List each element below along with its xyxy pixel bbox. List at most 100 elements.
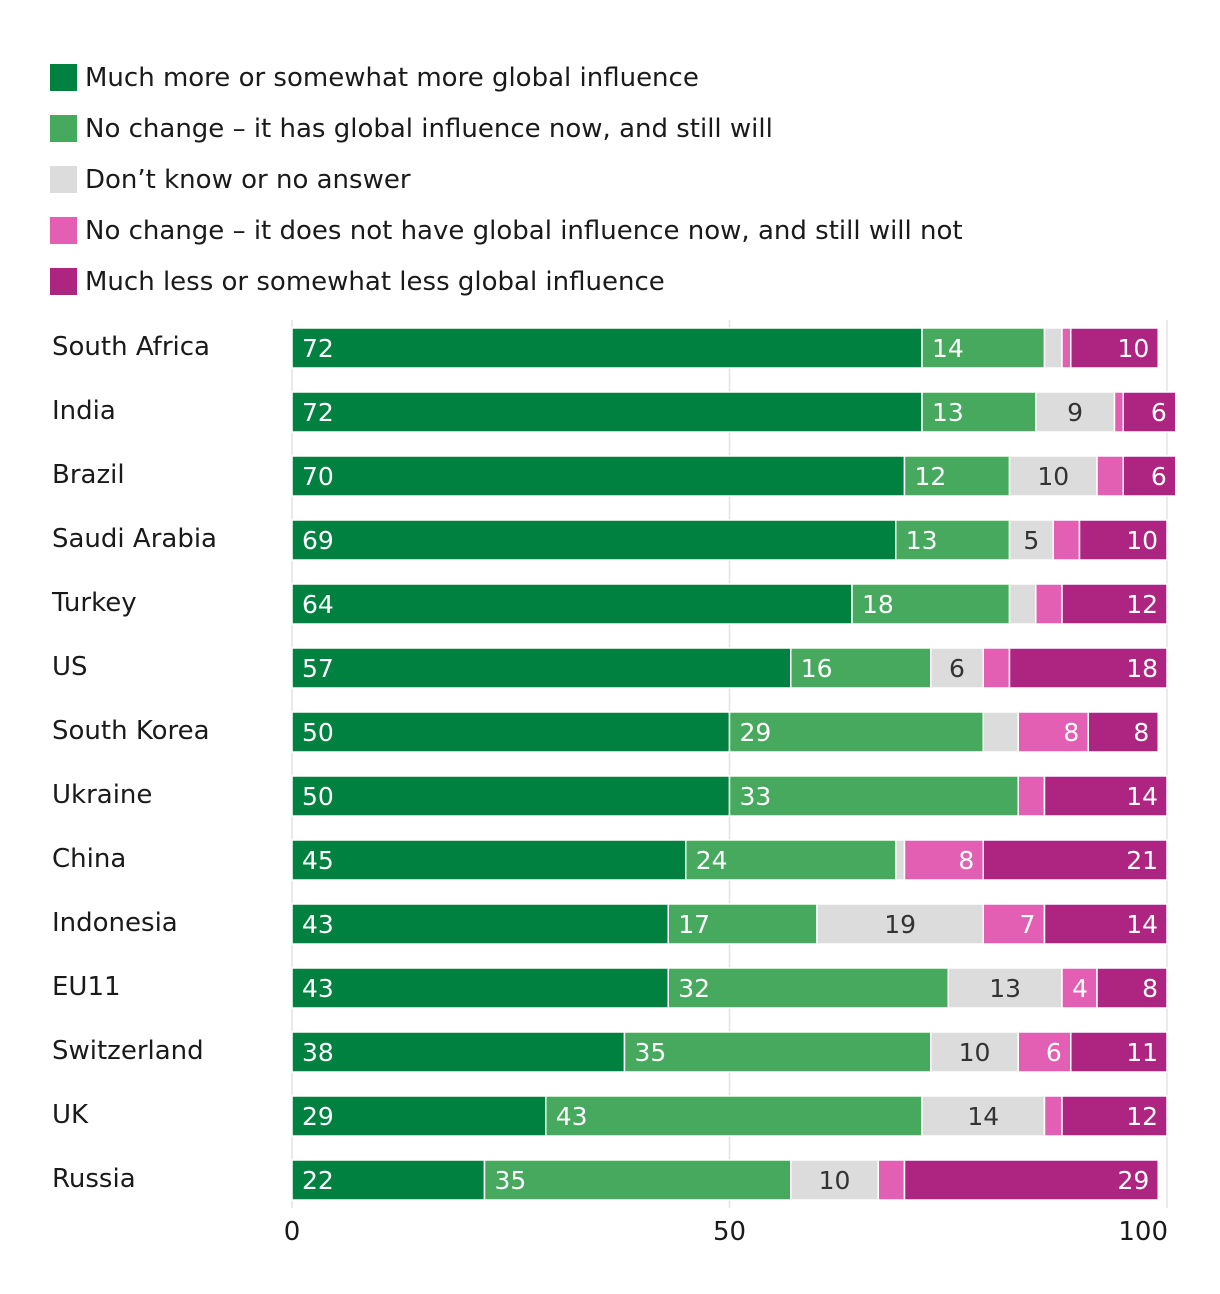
- data-label: 29: [1117, 1166, 1149, 1195]
- x-tick-label: 50: [713, 1217, 746, 1247]
- data-label: 7: [1020, 910, 1036, 939]
- data-label: 70: [302, 462, 334, 491]
- legend-swatch: [50, 217, 77, 244]
- category-label: Saudi Arabia: [52, 524, 217, 554]
- bar-segment: [685, 839, 897, 881]
- bar-segment: [930, 647, 984, 689]
- data-label: 18: [862, 590, 894, 619]
- bar-segment: [1017, 775, 1046, 817]
- category-labels: South Africa India Brazil Saudi Arabia Turke…: [51, 332, 217, 1194]
- category-label: Ukraine: [52, 780, 152, 810]
- category-label: Turkey: [51, 588, 137, 618]
- data-label: 35: [495, 1166, 527, 1195]
- bar-segment: [982, 711, 1019, 753]
- data-label: 22: [302, 1166, 334, 1195]
- category-label: South Africa: [52, 332, 210, 362]
- bar-segment: [291, 455, 906, 497]
- bar-segment: [291, 839, 687, 881]
- data-label: 13: [989, 974, 1021, 1003]
- bar-segment: [982, 647, 1011, 689]
- legend-swatch: [50, 268, 77, 295]
- data-label: 12: [915, 462, 947, 491]
- data-label: 29: [302, 1102, 334, 1131]
- data-label: 38: [302, 1038, 334, 1067]
- bar-segment: [483, 1159, 792, 1201]
- data-label: 35: [635, 1038, 667, 1067]
- legend-item: No change – it has global influence now,…: [50, 103, 963, 154]
- bar-row: 38 35 10 6 11: [291, 1031, 1168, 1073]
- bar-segment: [1087, 711, 1159, 753]
- data-label: 5: [1023, 526, 1039, 555]
- bar-segment: [291, 391, 923, 433]
- bar-row: 22 35 10 29: [291, 1159, 1159, 1201]
- category-label: Russia: [52, 1164, 136, 1194]
- data-label: 14: [1126, 910, 1158, 939]
- data-label: 69: [302, 526, 334, 555]
- legend-swatch: [50, 166, 77, 193]
- data-label: 10: [819, 1166, 851, 1195]
- bar-segment: [1043, 775, 1168, 817]
- data-label: 43: [302, 910, 334, 939]
- category-label: UK: [52, 1100, 89, 1130]
- data-label: 43: [302, 974, 334, 1003]
- bar-segment: [1113, 391, 1124, 433]
- bar-row: 50 33 14: [291, 775, 1168, 817]
- data-label: 21: [1126, 846, 1158, 875]
- bar-segment: [667, 903, 818, 945]
- bar-segment: [291, 711, 731, 753]
- bar-segment: [790, 1159, 879, 1201]
- bar-segment: [291, 1031, 626, 1073]
- legend-item: Much more or somewhat more global influe…: [50, 52, 963, 103]
- bar-segment: [1008, 583, 1037, 625]
- bar-segment: [816, 903, 984, 945]
- bar-segment: [1096, 455, 1124, 497]
- bar-segment: [1070, 327, 1159, 369]
- legend-item: Don’t know or no answer: [50, 154, 963, 205]
- bar-segment: [895, 519, 1011, 561]
- data-label: 6: [1151, 398, 1167, 427]
- x-tick-label: 0: [284, 1217, 301, 1247]
- data-label: 13: [906, 526, 938, 555]
- bar-segment: [851, 583, 1011, 625]
- bar-segment: [921, 391, 1037, 433]
- data-label: 11: [1126, 1038, 1158, 1067]
- bar-segment: [1070, 1031, 1168, 1073]
- data-label: 29: [740, 718, 772, 747]
- data-label: 50: [302, 782, 334, 811]
- data-label: 17: [678, 910, 710, 939]
- data-label: 8: [1142, 974, 1158, 1003]
- bar-segment: [1035, 583, 1063, 625]
- bar-segment: [895, 839, 906, 881]
- bar-row: 70 12 10 6: [291, 455, 1177, 497]
- legend-item: Much less or somewhat less global influe…: [50, 256, 963, 307]
- bar-segment: [1078, 519, 1168, 561]
- bar-row: 45 24 8 21: [291, 839, 1168, 881]
- data-label: 8: [1133, 718, 1149, 747]
- data-label: 33: [740, 782, 772, 811]
- bar-row: 69 13 5 10: [291, 519, 1168, 561]
- bar-row: 72 13 9 6: [291, 391, 1177, 433]
- category-label: Brazil: [52, 460, 125, 490]
- data-label: 43: [556, 1102, 588, 1131]
- legend-item: No change – it does not have global infl…: [50, 205, 963, 256]
- bar-segment: [1061, 967, 1098, 1009]
- bar-row: 50 29 8 8: [291, 711, 1159, 753]
- bar-segment: [728, 711, 984, 753]
- data-label: 57: [302, 654, 334, 683]
- data-label: 4: [1072, 974, 1088, 1003]
- data-label: 12: [1126, 590, 1158, 619]
- data-label: 8: [958, 846, 974, 875]
- bar-segment: [947, 967, 1063, 1009]
- category-label: South Korea: [52, 716, 210, 746]
- bar-segment: [1008, 519, 1054, 561]
- bar-segment: [1043, 327, 1063, 369]
- legend: Much more or somewhat more global influe…: [50, 52, 963, 307]
- bar-segment: [1017, 1031, 1072, 1073]
- x-tick-label: 100: [1118, 1217, 1168, 1247]
- data-label: 18: [1126, 654, 1158, 683]
- data-label: 10: [1117, 334, 1149, 363]
- data-label: 10: [1126, 526, 1158, 555]
- data-label: 10: [1037, 462, 1069, 491]
